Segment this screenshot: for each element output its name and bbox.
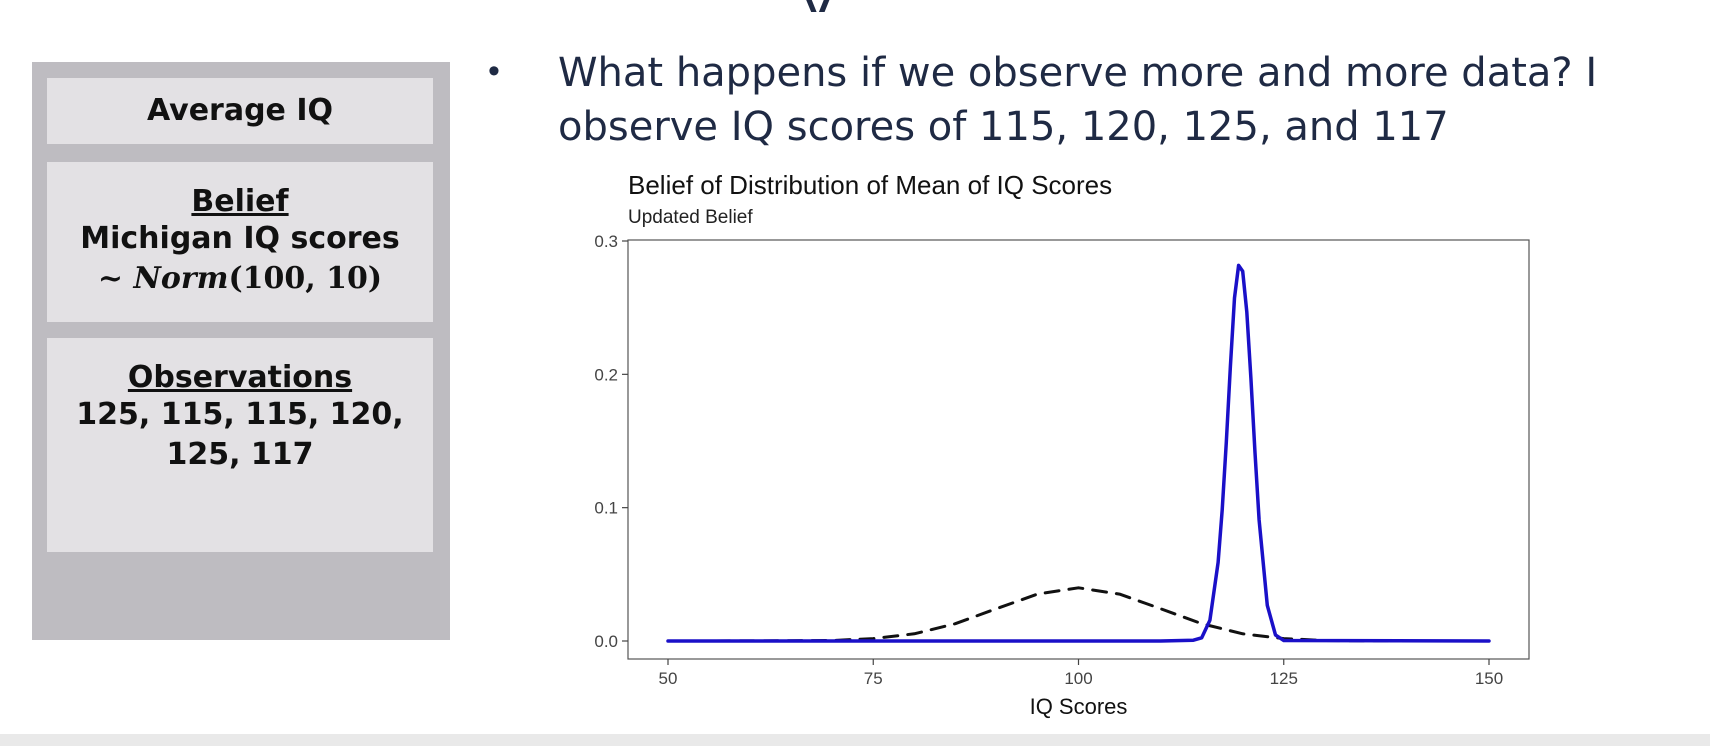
bullet-text: What happens if we observe more and more… [558, 50, 1598, 150]
distribution-params: (100, 10) [228, 261, 383, 296]
summary-panel: Average IQ Belief Michigan IQ scores ~ N… [32, 62, 450, 640]
observations-heading: Observations [127, 360, 353, 395]
bullet-point-icon: • [488, 52, 500, 90]
y-tick-label: 0.2 [594, 365, 618, 384]
x-axis-label: IQ Scores [1030, 694, 1128, 719]
bottom-strip [0, 734, 1710, 746]
y-tick-label: 0.3 [594, 232, 618, 251]
belief-description: Michigan IQ scores [80, 221, 400, 256]
x-tick-label: 75 [864, 669, 883, 688]
slide-title-fragment: y [800, 0, 1060, 12]
x-tick-label: 100 [1064, 669, 1092, 688]
x-tick-label: 50 [659, 669, 678, 688]
chart-title: Belief of Distribution of Mean of IQ Sco… [628, 170, 1113, 200]
belief-card: Belief Michigan IQ scores ~ Norm(100, 10… [47, 162, 433, 322]
y-tick-label: 0.1 [594, 499, 618, 518]
distribution-tilde: ~ [97, 261, 124, 296]
distribution-name: Norm [133, 261, 229, 296]
observations-line-1: 125, 115, 115, 120, [76, 397, 404, 432]
plot-panel-border [627, 239, 1530, 660]
observations-line-2: 125, 117 [166, 437, 314, 472]
prior-density-line [666, 586, 1491, 643]
chart-subtitle: Updated Belief [628, 207, 753, 228]
x-tick-label: 150 [1475, 669, 1503, 688]
posterior-density-line [666, 263, 1491, 643]
y-tick-label: 0.0 [594, 632, 618, 651]
x-tick-label: 125 [1270, 669, 1298, 688]
belief-heading: Belief [191, 184, 289, 219]
average-iq-card: Average IQ [47, 78, 433, 144]
observations-card: Observations 125, 115, 115, 120, 125, 11… [47, 338, 433, 552]
belief-distribution: ~ Norm(100, 10) [47, 259, 433, 299]
average-iq-title: Average IQ [146, 93, 334, 128]
